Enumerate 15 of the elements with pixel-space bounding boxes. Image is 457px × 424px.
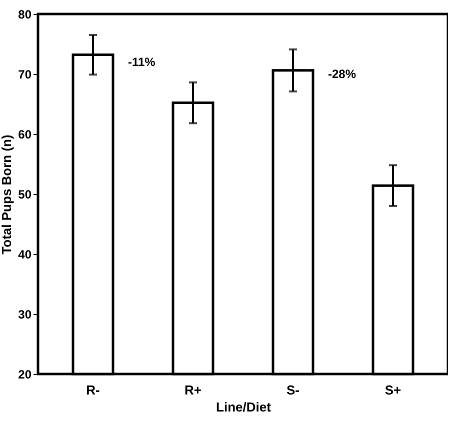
x-tick-label: R+ <box>184 382 202 398</box>
x-tick-label: R- <box>86 382 100 398</box>
annotation: -11% <box>128 55 156 69</box>
y-tick-label: 30 <box>18 308 32 322</box>
y-tick-label: 50 <box>18 188 32 202</box>
x-tick-label: S+ <box>384 382 402 398</box>
y-tick-label: 60 <box>18 128 32 142</box>
annotation: -28% <box>328 67 356 81</box>
y-tick-label: 20 <box>18 368 32 382</box>
x-tick-label: S- <box>286 382 300 398</box>
y-tick-label: 70 <box>18 68 32 82</box>
y-tick-label: 80 <box>18 8 32 22</box>
y-tick-label: 40 <box>18 248 32 262</box>
x-axis-title: Line/Diet <box>216 400 272 414</box>
y-axis-title: Total Pups Born (n) <box>0 134 14 254</box>
